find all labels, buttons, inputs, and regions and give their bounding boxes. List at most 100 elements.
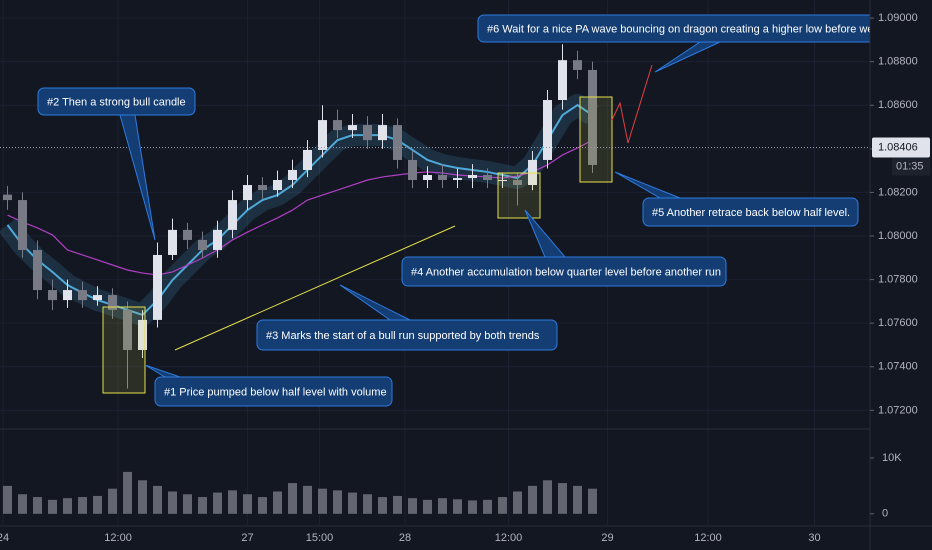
volume-bar [258,497,267,514]
volume-bar [378,497,387,514]
candle-body [423,174,432,181]
x-tick-label: 12:00 [694,532,722,544]
candle-body [363,125,372,141]
y-tick-label: 1.08000 [878,230,918,242]
annotation: #5 Another retrace back below half level… [614,171,859,227]
volume-bar [63,498,72,514]
candle-body [588,69,597,165]
annotation: #6 Wait for a nice PA wave bouncing on d… [477,14,899,73]
callout-box [37,87,196,116]
volume-bar [93,495,102,514]
candle-body [318,120,327,150]
last-price-badge [872,137,930,158]
annotation-text: #4 Another accumulation below quarter le… [411,266,721,278]
callout-box [401,256,727,287]
candle-body [213,229,222,250]
candle-body [438,174,447,181]
volume-bar [573,485,582,514]
volume-bar [408,498,417,514]
x-tick-label: 30 [808,532,820,544]
volume-bar [528,485,537,514]
volume-bar [468,500,477,514]
volume-bar [498,497,507,514]
candle-body [393,125,402,160]
x-tick-label: 12:00 [495,532,523,544]
y-tick-label: 1.09000 [878,12,918,24]
countdown-badge [892,157,930,176]
volume-bar [453,499,462,514]
y-tick-label: 1.08600 [878,99,918,111]
volume-bar [18,494,27,514]
x-tick-label: 27 [241,532,253,544]
zone-box [579,96,613,183]
moving-average [7,139,593,276]
candle-body [498,180,507,182]
candle-body [303,149,312,170]
volume-bar [588,488,597,514]
candle-body [333,120,342,131]
callout-box [154,376,393,407]
volume-bar [513,491,522,514]
candle-body [198,239,207,250]
volume-bar [483,499,492,514]
x-tick-label: 29 [601,532,613,544]
candle-body [348,125,357,131]
candle-body [288,169,297,181]
volume-bar [348,492,357,514]
volume-bar [168,491,177,514]
annotation: #4 Another accumulation below quarter le… [401,209,727,287]
volume-bar [3,485,12,514]
candle-body [33,249,42,291]
y-tick-label: 1.07400 [878,361,918,373]
candle-body [528,159,537,186]
volume-bar [318,488,327,514]
candle-body [123,309,132,350]
last-price-label: 1.08406 [878,141,918,153]
candle-body [243,185,252,201]
candle-body [378,125,387,141]
callout-box [642,197,859,227]
countdown-label: 01:35 [896,160,924,172]
candle-body [558,60,567,101]
candle-body [3,194,12,201]
candle-body [183,229,192,240]
volume-bar [108,488,117,514]
volume-tick-label: 0 [882,508,888,520]
volume-bar [243,494,252,514]
volume-bar [438,498,447,514]
annotation-text: #5 Another retrace back below half level… [652,207,850,219]
volume-bar [423,499,432,514]
volume-bar [558,483,567,514]
volume-bar [363,494,372,514]
volume-bar [213,492,222,514]
volume-bar [33,497,42,514]
x-tick-label: 24 [0,532,9,544]
zone-box [102,306,146,394]
projection-line [611,64,653,144]
annotation-text: #1 Price pumped below half level with vo… [164,386,387,398]
candle-body [468,174,477,179]
volume-bar [228,490,237,514]
volume-tick-label: 10K [882,452,902,464]
volume-bar [153,485,162,514]
y-tick-label: 1.08200 [878,186,918,198]
candle-body [78,290,87,301]
moving-average [6,103,594,317]
zone-box [497,172,541,219]
candle-body [168,229,177,255]
annotation: #2 Then a strong bull candle [37,87,196,241]
axis-panel [870,0,932,550]
volume-bar [393,495,402,514]
y-tick-label: 1.07200 [878,404,918,416]
volume-bar [78,497,87,514]
x-tick-label: 28 [399,532,411,544]
y-tick-label: 1.07800 [878,274,918,286]
candle-body [153,254,162,320]
volume-bar [273,491,282,514]
trend-line [174,225,456,351]
volume-bar [333,490,342,514]
volume-bar [303,485,312,514]
volume-bar [138,480,147,514]
annotation: #1 Price pumped below half level with vo… [144,364,393,407]
